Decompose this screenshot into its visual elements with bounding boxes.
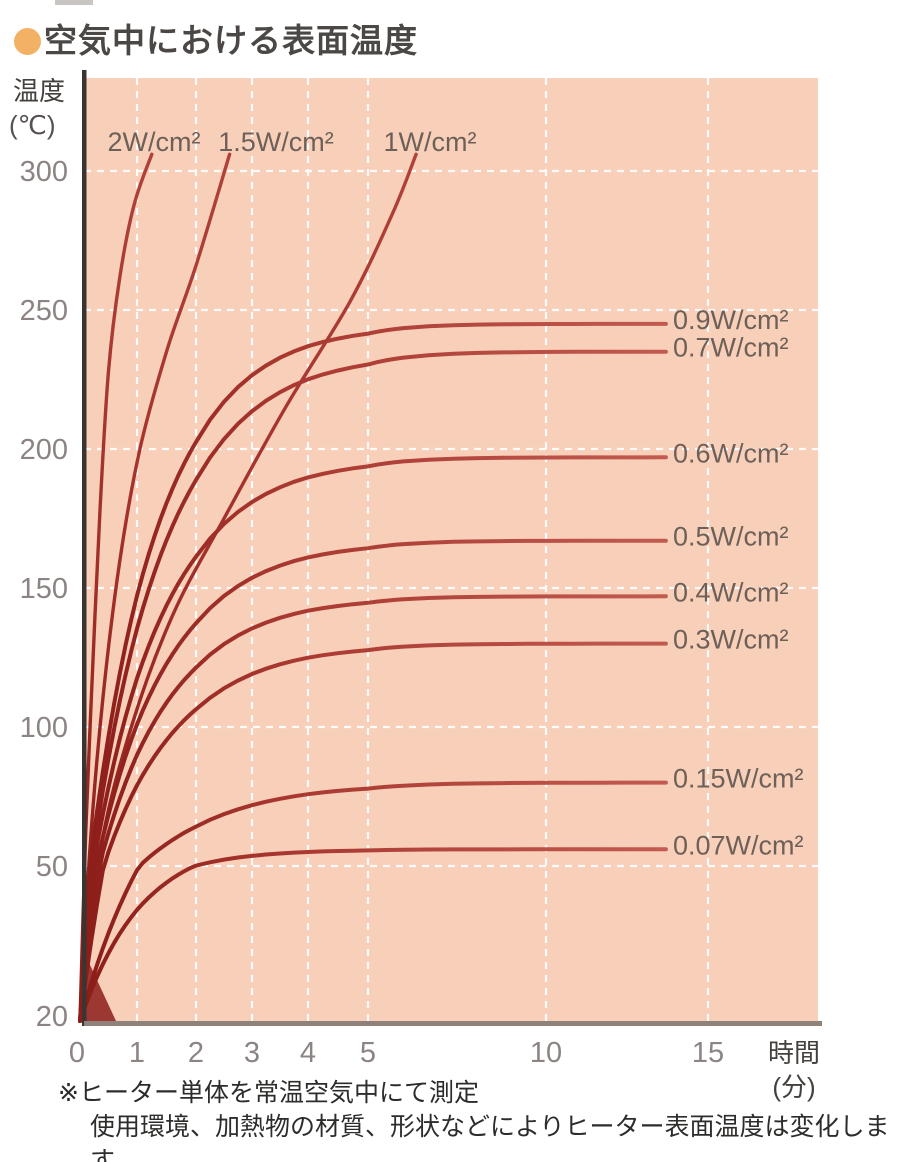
scan-artifact (55, 0, 93, 5)
chart-header: 空気中における表面温度 (14, 24, 418, 58)
series-label-0.7w: 0.7W/cm² (673, 333, 789, 363)
footnote-line2: 使用環境、加熱物の材質、形状などによりヒーター表面温度は変化します。 (90, 1113, 890, 1162)
series-label-0.5w: 0.5W/cm² (673, 522, 789, 552)
x-tick-label-0: 0 (69, 1037, 85, 1069)
curve-0.5w (78, 538, 668, 1023)
curve-0.07w (78, 847, 668, 1023)
curve-0.4w (78, 594, 668, 1023)
footnote: ※ヒーター単体を常温空気中にて測定 使用環境、加熱物の材質、形状などによりヒータ… (58, 1076, 900, 1162)
x-tick-label-2: 2 (188, 1037, 204, 1069)
x-axis-unit-minutes: (分) (772, 1072, 816, 1102)
series-label-1.5w: 1.5W/cm² (218, 127, 334, 157)
curve-bundle-wedge (84, 952, 116, 1021)
bullet-icon (14, 27, 41, 55)
series-label-0.15w: 0.15W/cm² (673, 764, 804, 794)
x-axis-line (84, 1021, 822, 1026)
y-tick-label-200: 200 (20, 434, 68, 466)
series-label-0.07w: 0.07W/cm² (673, 830, 804, 860)
y-tick-label-150: 150 (20, 573, 68, 605)
y-axis-unit-celsius: (℃) (9, 110, 56, 140)
series-label-0.9w: 0.9W/cm² (673, 305, 789, 335)
y-axis-line (82, 70, 87, 1026)
x-tick-label-1: 1 (129, 1037, 145, 1069)
curve-1.5w (78, 152, 232, 1023)
series-label-2w: 2W/cm² (108, 127, 201, 157)
y-axis-unit-temp: 温度 (13, 76, 66, 106)
x-tick-label-15: 15 (692, 1037, 724, 1069)
x-tick-label-3: 3 (244, 1037, 260, 1069)
series-label-0.3w: 0.3W/cm² (673, 625, 789, 655)
curve-0.15w (78, 780, 668, 1023)
series-label-0.6w: 0.6W/cm² (673, 438, 789, 468)
curve-0.7w (78, 349, 668, 1023)
x-tick-label-5: 5 (360, 1037, 376, 1069)
x-tick-label-10: 10 (530, 1037, 562, 1069)
series-label-0.4w: 0.4W/cm² (673, 577, 789, 607)
x-axis-unit-time: 時間 (767, 1038, 820, 1068)
x-axis-unit: 時間 (分) (762, 1036, 826, 1104)
curve-0.6w (78, 455, 668, 1023)
page-title: 空気中における表面温度 (44, 22, 418, 59)
curve-0.3w (78, 641, 668, 1023)
series-label-1w: 1W/cm² (384, 127, 477, 157)
y-tick-label-100: 100 (20, 712, 68, 744)
y-tick-label-20: 20 (36, 1001, 68, 1033)
curve-0.9w (78, 321, 668, 1023)
y-tick-label-50: 50 (36, 851, 68, 883)
x-tick-label-4: 4 (300, 1037, 316, 1069)
y-tick-label-250: 250 (20, 295, 68, 327)
footnote-line1: ※ヒーター単体を常温空気中にて測定 (58, 1079, 479, 1107)
y-tick-label-300: 300 (20, 156, 68, 188)
